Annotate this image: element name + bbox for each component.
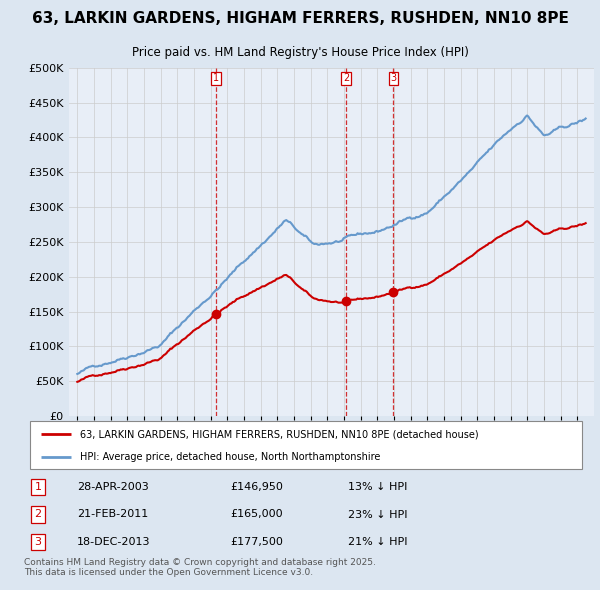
Text: 21% ↓ HPI: 21% ↓ HPI xyxy=(347,537,407,547)
Text: 1: 1 xyxy=(213,73,219,83)
Text: 13% ↓ HPI: 13% ↓ HPI xyxy=(347,482,407,492)
Text: £177,500: £177,500 xyxy=(230,537,283,547)
Text: 63, LARKIN GARDENS, HIGHAM FERRERS, RUSHDEN, NN10 8PE (detached house): 63, LARKIN GARDENS, HIGHAM FERRERS, RUSH… xyxy=(80,429,478,439)
Text: Price paid vs. HM Land Registry's House Price Index (HPI): Price paid vs. HM Land Registry's House … xyxy=(131,47,469,60)
Text: 3: 3 xyxy=(390,73,397,83)
Text: Contains HM Land Registry data © Crown copyright and database right 2025.
This d: Contains HM Land Registry data © Crown c… xyxy=(24,558,376,577)
Text: 18-DEC-2013: 18-DEC-2013 xyxy=(77,537,151,547)
Text: 21-FEB-2011: 21-FEB-2011 xyxy=(77,510,148,519)
Text: 63, LARKIN GARDENS, HIGHAM FERRERS, RUSHDEN, NN10 8PE: 63, LARKIN GARDENS, HIGHAM FERRERS, RUSH… xyxy=(32,11,568,27)
Text: £165,000: £165,000 xyxy=(230,510,283,519)
Text: 2: 2 xyxy=(343,73,349,83)
Text: 28-APR-2003: 28-APR-2003 xyxy=(77,482,149,492)
Text: £146,950: £146,950 xyxy=(230,482,283,492)
Text: 23% ↓ HPI: 23% ↓ HPI xyxy=(347,510,407,519)
Text: 1: 1 xyxy=(34,482,41,492)
Text: HPI: Average price, detached house, North Northamptonshire: HPI: Average price, detached house, Nort… xyxy=(80,452,380,462)
FancyBboxPatch shape xyxy=(30,421,582,469)
Text: 3: 3 xyxy=(34,537,41,547)
Text: 2: 2 xyxy=(34,510,41,519)
